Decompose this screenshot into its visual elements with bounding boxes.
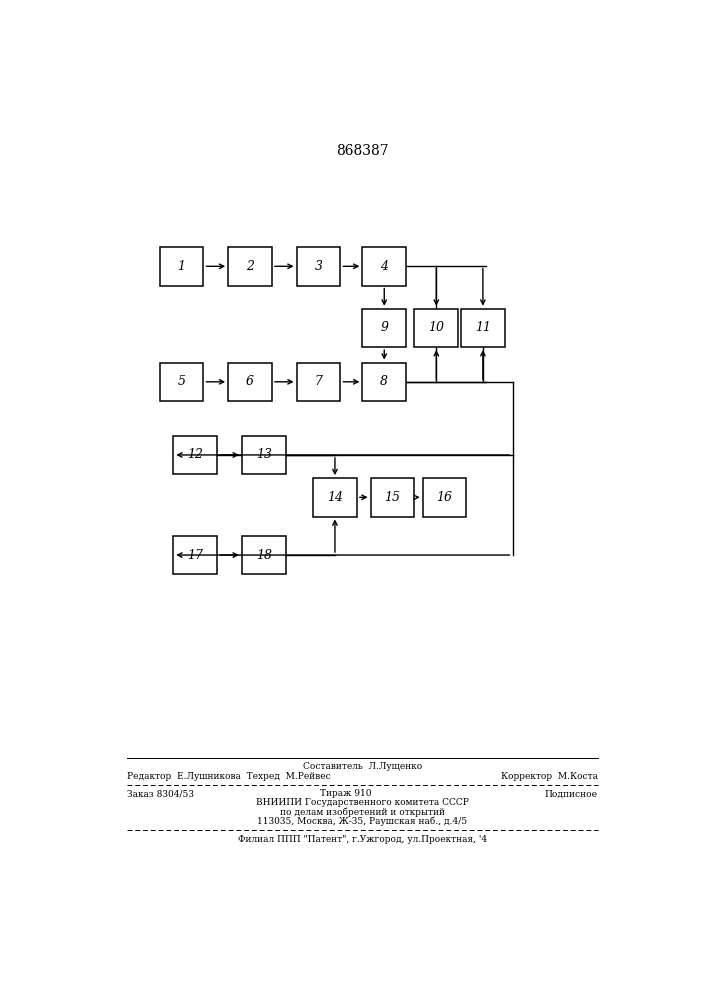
FancyBboxPatch shape — [370, 478, 414, 517]
Text: 10: 10 — [428, 321, 444, 334]
FancyBboxPatch shape — [461, 309, 505, 347]
Text: 9: 9 — [380, 321, 388, 334]
Text: 1: 1 — [177, 260, 185, 273]
Text: Редактор  Е.Лушникова  Техред  М.Рейвес: Редактор Е.Лушникова Техред М.Рейвес — [127, 772, 330, 781]
FancyBboxPatch shape — [173, 536, 217, 574]
Text: 8: 8 — [380, 375, 388, 388]
Text: 7: 7 — [315, 375, 322, 388]
Text: Филиал ППП "Патент", г.Ужгород, ул.Проектная, '4: Филиал ППП "Патент", г.Ужгород, ул.Проек… — [238, 835, 487, 844]
Text: 14: 14 — [327, 491, 343, 504]
Text: 868387: 868387 — [336, 144, 389, 158]
Text: 113035, Москва, Ж-35, Раушская наб., д.4/5: 113035, Москва, Ж-35, Раушская наб., д.4… — [257, 817, 467, 826]
Text: по делам изобретений и открытий: по делам изобретений и открытий — [280, 807, 445, 817]
Text: Тираж 910: Тираж 910 — [320, 789, 372, 798]
Text: Подписное: Подписное — [545, 789, 598, 798]
FancyBboxPatch shape — [160, 247, 204, 286]
Text: 16: 16 — [436, 491, 452, 504]
Text: 5: 5 — [177, 375, 185, 388]
Text: ВНИИПИ Государственного комитета СССР: ВНИИПИ Государственного комитета СССР — [256, 798, 469, 807]
FancyBboxPatch shape — [242, 536, 286, 574]
FancyBboxPatch shape — [173, 436, 217, 474]
Text: 15: 15 — [385, 491, 400, 504]
Text: 18: 18 — [256, 549, 271, 562]
Text: 12: 12 — [187, 448, 203, 461]
FancyBboxPatch shape — [313, 478, 357, 517]
Text: 17: 17 — [187, 549, 203, 562]
FancyBboxPatch shape — [228, 247, 272, 286]
FancyBboxPatch shape — [423, 478, 467, 517]
Text: 2: 2 — [246, 260, 254, 273]
Text: 11: 11 — [475, 321, 491, 334]
FancyBboxPatch shape — [160, 363, 204, 401]
Text: 13: 13 — [256, 448, 271, 461]
FancyBboxPatch shape — [228, 363, 272, 401]
FancyBboxPatch shape — [363, 247, 407, 286]
Text: Составитель  Л.Лущенко: Составитель Л.Лущенко — [303, 762, 422, 771]
FancyBboxPatch shape — [414, 309, 458, 347]
Text: 4: 4 — [380, 260, 388, 273]
Text: 6: 6 — [246, 375, 254, 388]
FancyBboxPatch shape — [297, 247, 341, 286]
Text: Корректор  М.Коста: Корректор М.Коста — [501, 772, 598, 781]
Text: Заказ 8304/53: Заказ 8304/53 — [127, 789, 194, 798]
Text: 3: 3 — [315, 260, 322, 273]
FancyBboxPatch shape — [363, 363, 407, 401]
FancyBboxPatch shape — [242, 436, 286, 474]
FancyBboxPatch shape — [363, 309, 407, 347]
FancyBboxPatch shape — [297, 363, 341, 401]
